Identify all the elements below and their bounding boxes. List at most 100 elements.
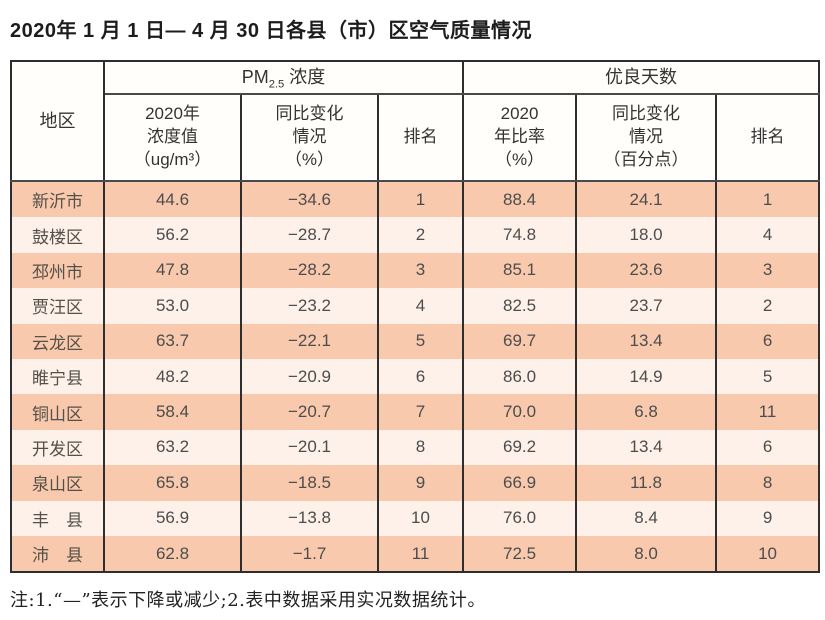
good-rank-cell: 5 xyxy=(715,358,821,395)
header-pm-change: 同比变化 情况 （%） xyxy=(240,94,379,182)
header-pm-rank: 排名 xyxy=(376,94,465,182)
pm-change-cell: −20.7 xyxy=(240,394,379,430)
pm-value-cell: 56.2 xyxy=(103,217,242,253)
table-row: 邳州市 47.8 −28.2 3 85.1 23.6 3 xyxy=(10,252,821,289)
pm-change-cell: −23.2 xyxy=(240,288,379,324)
header-good-rank: 排名 xyxy=(715,94,821,182)
table-row: 开发区 63.2 −20.1 8 69.2 13.4 6 xyxy=(10,429,821,466)
good-rate-cell: 72.5 xyxy=(462,535,578,573)
pm-rank-cell: 1 xyxy=(376,181,465,218)
good-rate-cell: 85.1 xyxy=(462,252,578,289)
pm-rank-cell: 10 xyxy=(376,500,465,536)
pm25-label-suffix: 浓度 xyxy=(284,67,326,88)
region-cell: 泉山区 xyxy=(10,465,105,501)
table-row: 新沂市 44.6 −34.6 1 88.4 24.1 1 xyxy=(10,181,821,218)
good-rank-cell: 10 xyxy=(715,535,821,573)
region-cell: 鼓楼区 xyxy=(10,217,105,253)
good-rank-cell: 6 xyxy=(715,323,821,359)
good-change-cell: 24.1 xyxy=(575,181,718,218)
pm-value-cell: 53.0 xyxy=(103,288,242,324)
pm-rank-cell: 8 xyxy=(376,429,465,466)
good-change-cell: 23.6 xyxy=(575,252,718,289)
good-rank-cell: 4 xyxy=(715,217,821,253)
pm25-label: PM xyxy=(241,67,269,88)
pm-rank-cell: 5 xyxy=(376,323,465,359)
good-rate-cell: 66.9 xyxy=(462,465,578,501)
good-rate-cell: 69.7 xyxy=(462,323,578,359)
good-change-cell: 13.4 xyxy=(575,323,718,359)
pm-rank-cell: 9 xyxy=(376,465,465,501)
good-change-cell: 14.9 xyxy=(575,358,718,395)
region-cell: 丰 县 xyxy=(10,500,105,536)
pm25-subscript: 2.5 xyxy=(268,78,285,91)
pm-rank-cell: 2 xyxy=(376,217,465,253)
pm-value-cell: 44.6 xyxy=(103,181,242,218)
pm-value-cell: 48.2 xyxy=(103,358,242,395)
pm-value-cell: 62.8 xyxy=(103,535,242,573)
header-pm25-group: PM2.5 浓度 xyxy=(102,61,465,95)
table-row: 沛 县 62.8 −1.7 11 72.5 8.0 10 xyxy=(10,535,821,573)
good-rank-cell: 3 xyxy=(715,252,821,289)
good-rate-cell: 70.0 xyxy=(462,394,578,430)
pm-value-cell: 56.9 xyxy=(103,500,242,536)
pm-change-cell: −1.7 xyxy=(240,535,379,573)
pm-value-cell: 65.8 xyxy=(103,465,242,501)
good-rank-cell: 6 xyxy=(715,429,821,466)
good-change-cell: 18.0 xyxy=(575,217,718,253)
good-rank-cell: 1 xyxy=(715,181,821,218)
footnote: 注:1.“—”表示下降或减少;2.表中数据采用实况数据统计。 xyxy=(10,590,486,612)
region-cell: 睢宁县 xyxy=(10,358,105,395)
table-row: 泉山区 65.8 −18.5 9 66.9 11.8 8 xyxy=(10,465,821,501)
pm-rank-cell: 4 xyxy=(376,288,465,324)
good-rate-cell: 76.0 xyxy=(462,500,578,536)
good-rank-cell: 2 xyxy=(715,288,821,324)
pm-change-cell: −22.1 xyxy=(240,323,379,359)
pm-value-cell: 63.2 xyxy=(103,429,242,466)
header-pm-value: 2020年 浓度值 （ug/m³） xyxy=(103,94,242,182)
pm-change-cell: −20.9 xyxy=(240,358,379,395)
table-header: 地区 PM2.5 浓度 优良天数 2020年 浓度值 （ug/m³） 同比变化 … xyxy=(10,61,821,182)
pm-change-cell: −28.2 xyxy=(240,252,379,289)
pm-value-cell: 63.7 xyxy=(103,323,242,359)
good-rank-cell: 8 xyxy=(715,465,821,501)
pm-value-cell: 58.4 xyxy=(103,394,242,430)
pm-change-cell: −18.5 xyxy=(240,465,379,501)
good-change-cell: 8.0 xyxy=(575,535,718,573)
header-region: 地区 xyxy=(10,61,105,182)
region-cell: 新沂市 xyxy=(10,181,105,218)
pm-rank-cell: 11 xyxy=(376,535,465,573)
pm-rank-cell: 6 xyxy=(376,358,465,395)
pm-change-cell: −20.1 xyxy=(240,429,379,466)
good-rate-cell: 88.4 xyxy=(462,181,578,218)
good-rate-cell: 74.8 xyxy=(462,217,578,253)
good-rate-cell: 86.0 xyxy=(462,358,578,395)
region-cell: 云龙区 xyxy=(10,323,105,359)
good-change-cell: 23.7 xyxy=(575,288,718,324)
region-cell: 开发区 xyxy=(10,429,105,466)
pm-rank-cell: 3 xyxy=(376,252,465,289)
header-good-rate: 2020 年比率 （%） xyxy=(462,94,578,182)
region-cell: 贾汪区 xyxy=(10,288,105,324)
table-row: 鼓楼区 56.2 −28.7 2 74.8 18.0 4 xyxy=(10,217,821,253)
table-row: 睢宁县 48.2 −20.9 6 86.0 14.9 5 xyxy=(10,358,821,395)
good-rank-cell: 9 xyxy=(715,500,821,536)
good-change-cell: 6.8 xyxy=(575,394,718,430)
good-change-cell: 8.4 xyxy=(575,500,718,536)
region-cell: 沛 县 xyxy=(10,535,105,573)
pm-change-cell: −28.7 xyxy=(240,217,379,253)
pm-value-cell: 47.8 xyxy=(103,252,242,289)
header-good-change: 同比变化 情况 （百分点） xyxy=(575,94,718,182)
good-rate-cell: 82.5 xyxy=(462,288,578,324)
pm-rank-cell: 7 xyxy=(376,394,465,430)
table-body: 新沂市 44.6 −34.6 1 88.4 24.1 1 鼓楼区 56.2 −28.7 2 74.8 1… xyxy=(10,181,821,573)
good-rank-cell: 11 xyxy=(715,394,821,430)
table-row: 铜山区 58.4 −20.7 7 70.0 6.8 11 xyxy=(10,394,821,430)
air-quality-table: 地区 PM2.5 浓度 优良天数 2020年 浓度值 （ug/m³） 同比变化 … xyxy=(10,60,821,574)
page-title: 2020年 1 月 1 日— 4 月 30 日各县（市）区空气质量情况 xyxy=(10,20,533,42)
header-good-days-group: 优良天数 xyxy=(462,61,821,95)
table-row: 贾汪区 53.0 −23.2 4 82.5 23.7 2 xyxy=(10,288,821,324)
good-rate-cell: 69.2 xyxy=(462,429,578,466)
region-cell: 邳州市 xyxy=(10,252,105,289)
pm-change-cell: −34.6 xyxy=(240,181,379,218)
pm-change-cell: −13.8 xyxy=(240,500,379,536)
